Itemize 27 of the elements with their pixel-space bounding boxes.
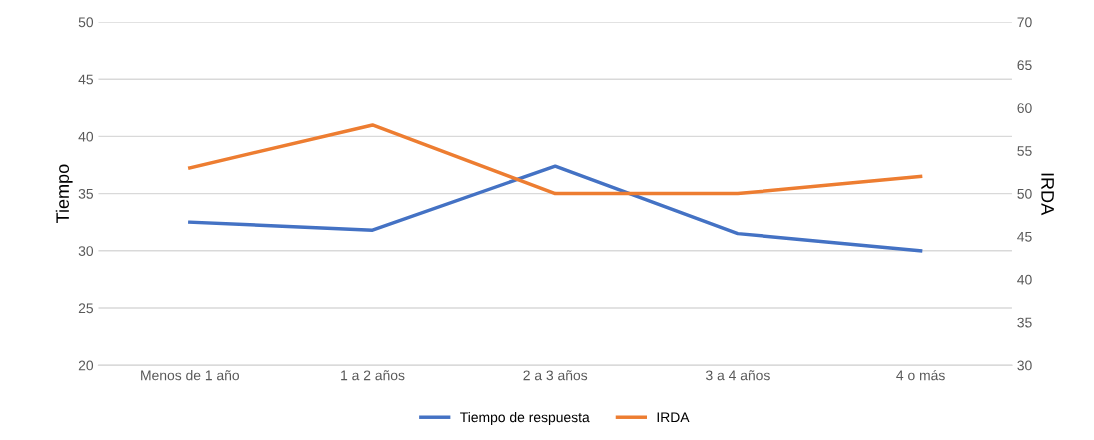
x-tick-label: 2 a 3 años [523, 370, 588, 381]
y2-tick-label: 60 [1017, 103, 1032, 113]
y2-axis-title: IRDA [1041, 173, 1054, 216]
x-tick-label: 3 a 4 años [706, 370, 770, 381]
x-tick-label: 4 o más [896, 369, 945, 381]
y2-tick-label: 55 [1017, 146, 1032, 156]
legend-label: IRDA [657, 412, 690, 423]
x-tick-label: Menos de 1 año [141, 370, 240, 381]
y-tick-label: 20 [78, 360, 94, 371]
y2-tick-label: 50 [1017, 188, 1032, 199]
y2-tick-label: 40 [1017, 274, 1032, 285]
y-tick-label: 50 [78, 17, 94, 28]
y-tick-label: 30 [78, 246, 94, 256]
line-series [188, 123, 923, 196]
y2-tick-label: 65 [1017, 60, 1032, 71]
y-tick-label: 25 [78, 303, 94, 314]
y2-tick-label: 35 [1017, 317, 1032, 328]
y2-tick-label: 45 [1017, 231, 1032, 242]
y2-tick-label: 30 [1017, 360, 1032, 371]
x-tick-label: 1 a 2 años [341, 370, 405, 381]
y-tick-label: 45 [78, 74, 94, 85]
legend-label: Tiempo de respuesta [460, 412, 590, 425]
y2-tick-label: 70 [1017, 17, 1032, 28]
y-axis-title: Tiempo [55, 164, 73, 223]
y-tick-label: 35 [78, 188, 94, 199]
y-tick-label: 40 [78, 131, 94, 142]
line-series [188, 164, 923, 253]
